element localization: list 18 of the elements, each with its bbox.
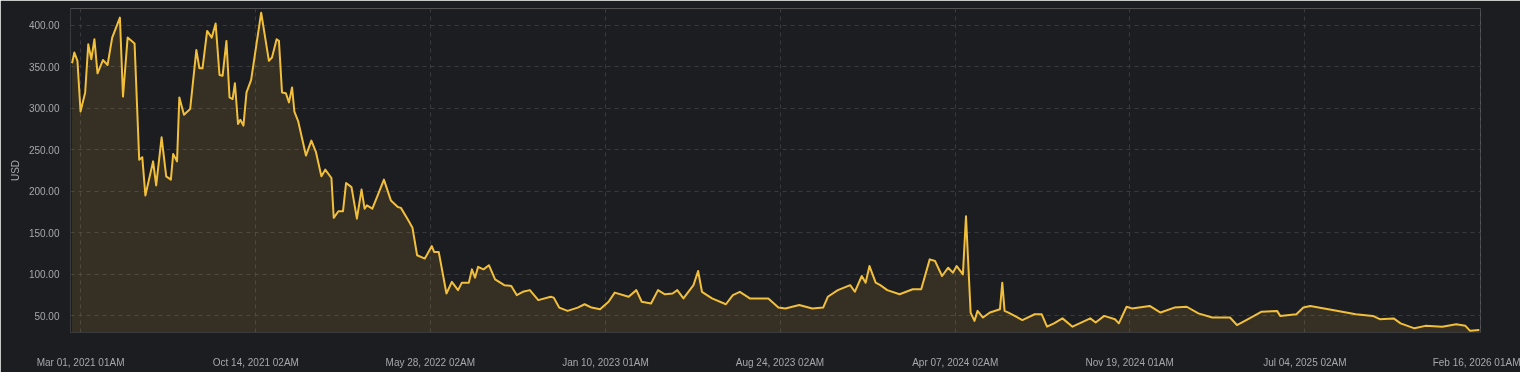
y-axis-title: USD	[9, 159, 21, 182]
x-tick-label: Jan 10, 2023 01AM	[562, 356, 649, 368]
y-tick-label: 400.00	[28, 20, 60, 32]
y-tick-label: 350.00	[28, 61, 60, 73]
x-tick-label: Nov 19, 2024 01AM	[1085, 356, 1174, 368]
x-tick-label: Feb 16, 2026 01AM	[1432, 356, 1521, 368]
x-tick-label: Apr 07, 2024 02AM	[912, 356, 999, 368]
y-tick-label: 300.00	[28, 103, 60, 115]
y-tick-label: 200.00	[28, 186, 60, 198]
x-tick-label: Jul 04, 2025 02AM	[1263, 356, 1347, 368]
x-tick-label: Oct 14, 2021 02AM	[212, 356, 299, 368]
x-tick-label: Mar 01, 2021 01AM	[36, 356, 125, 368]
y-tick-label: 150.00	[28, 227, 60, 239]
x-tick-label: Aug 24, 2023 02AM	[735, 356, 825, 368]
x-tick-label: May 28, 2022 02AM	[385, 356, 476, 368]
y-tick-label: 250.00	[28, 144, 60, 156]
y-tick-label: 50.00	[34, 310, 60, 322]
y-tick-label: 100.00	[28, 269, 60, 281]
